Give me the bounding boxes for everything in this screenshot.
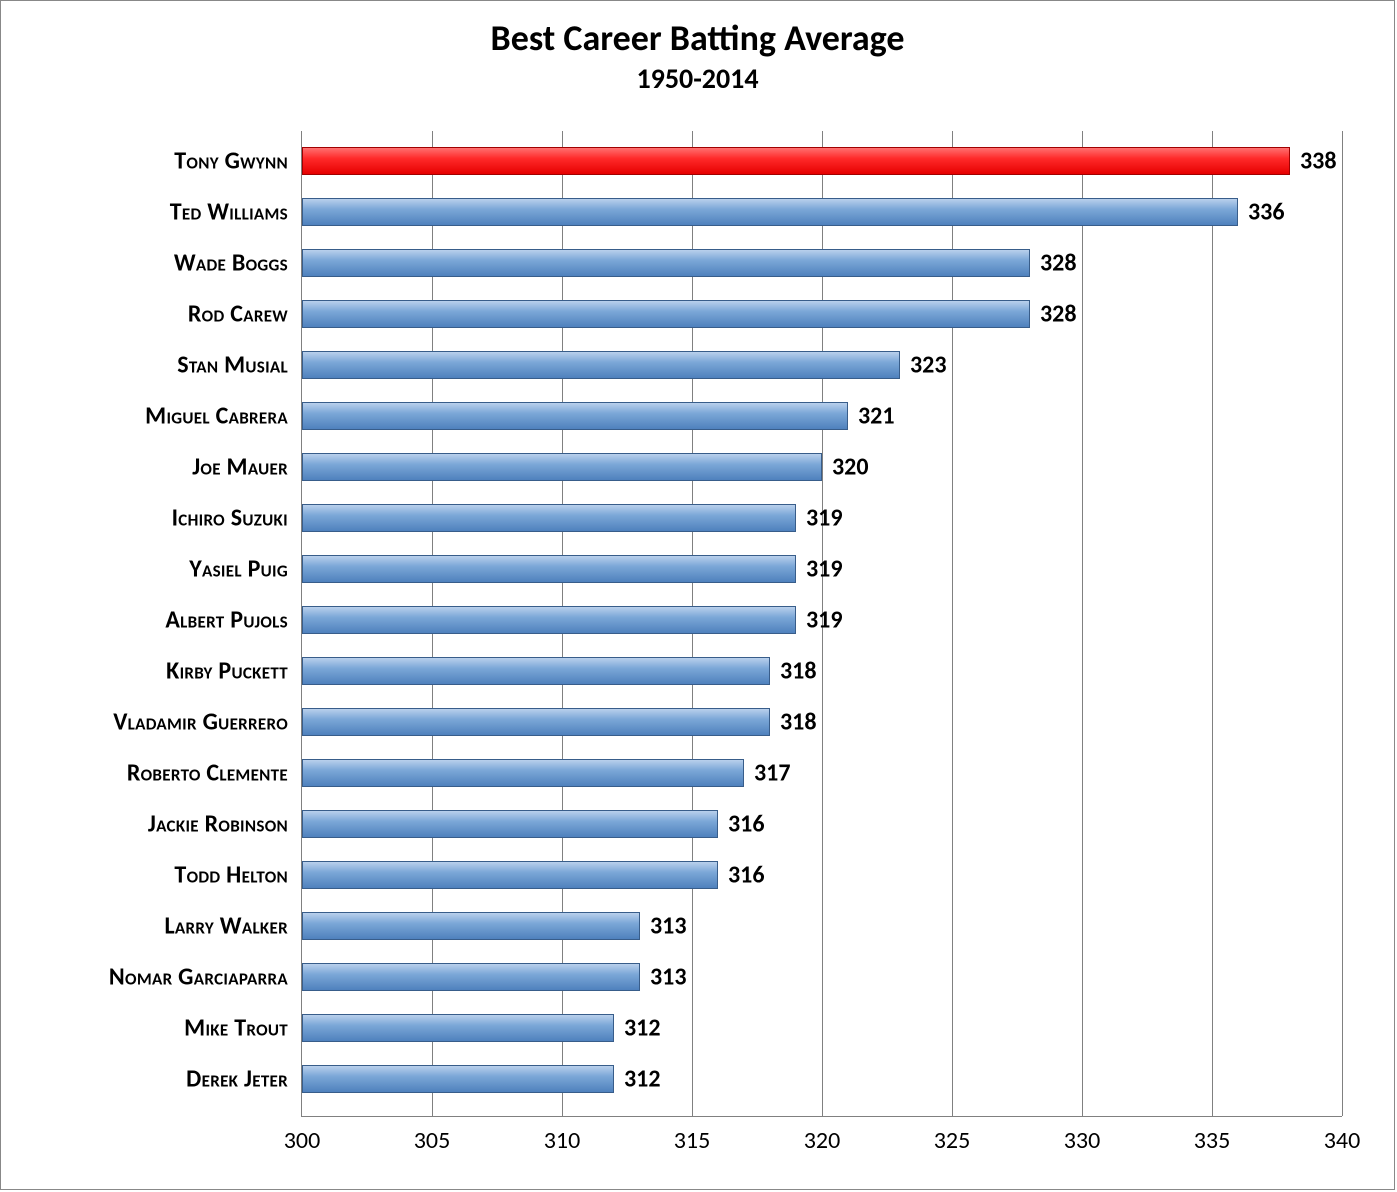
bar-row: Joe Mauer320 [302,445,1342,489]
player-label: Ted Williams [170,198,302,227]
bar [302,453,822,481]
plot-area: 300305310315320325330335340Tony Gwynn338… [301,131,1342,1117]
player-label: Joe Mauer [192,453,302,482]
bar [302,555,796,583]
value-label: 319 [796,606,843,635]
value-label: 313 [640,912,687,941]
bar-row: Rod Carew328 [302,292,1342,336]
chart-title: Best Career Batting Average [1,19,1394,59]
title-block: Best Career Batting Average 1950-2014 [1,1,1394,96]
bar-row: Tony Gwynn338 [302,139,1342,183]
bar-row: Albert Pujols319 [302,598,1342,642]
bar [302,759,744,787]
player-label: Wade Boggs [174,249,302,278]
bar-row: Mike Trout312 [302,1006,1342,1050]
bar-row: Miguel Cabrera321 [302,394,1342,438]
value-label: 338 [1290,147,1337,176]
player-label: Yasiel Puig [189,555,302,584]
player-label: Stan Musial [177,351,302,380]
player-label: Jackie Robinson [148,810,302,839]
value-label: 312 [614,1065,661,1094]
bar-row: Kirby Puckett318 [302,649,1342,693]
value-label: 328 [1030,300,1077,329]
gridline [1342,131,1343,1116]
x-tick-label: 305 [414,1116,451,1155]
bar-row: Wade Boggs328 [302,241,1342,285]
player-label: Albert Pujols [165,606,302,635]
value-label: 319 [796,555,843,584]
bar-row: Roberto Clemente317 [302,751,1342,795]
value-label: 336 [1238,198,1285,227]
x-tick-label: 330 [1064,1116,1101,1155]
value-label: 323 [900,351,947,380]
bar [302,1065,614,1093]
value-label: 319 [796,504,843,533]
bar-row: Larry Walker313 [302,904,1342,948]
player-label: Rod Carew [188,300,302,329]
value-label: 318 [770,708,817,737]
bar [302,402,848,430]
player-label: Kirby Puckett [166,657,302,686]
value-label: 316 [718,810,765,839]
bar-row: Derek Jeter312 [302,1057,1342,1101]
x-tick-label: 320 [804,1116,841,1155]
player-label: Larry Walker [164,912,302,941]
bar [302,657,770,685]
x-tick-label: 340 [1324,1116,1361,1155]
value-label: 317 [744,759,791,788]
bar-row: Vladamir Guerrero318 [302,700,1342,744]
value-label: 328 [1030,249,1077,278]
bar [302,606,796,634]
bar-row: Stan Musial323 [302,343,1342,387]
bar [302,504,796,532]
x-tick-label: 325 [934,1116,971,1155]
player-label: Derek Jeter [186,1065,302,1094]
bar [302,963,640,991]
bar [302,351,900,379]
bar [302,861,718,889]
player-label: Vladamir Guerrero [113,708,302,737]
bar [302,708,770,736]
value-label: 321 [848,402,895,431]
player-label: Miguel Cabrera [145,402,302,431]
bar-highlight [302,147,1290,175]
x-tick-label: 310 [544,1116,581,1155]
bar [302,912,640,940]
bar-row: Yasiel Puig319 [302,547,1342,591]
bar [302,1014,614,1042]
bar-row: Ichiro Suzuki319 [302,496,1342,540]
player-label: Todd Helton [174,861,302,890]
x-tick-label: 315 [674,1116,711,1155]
chart-container: Best Career Batting Average 1950-2014 30… [0,0,1395,1190]
x-tick-label: 335 [1194,1116,1231,1155]
x-tick-label: 300 [284,1116,321,1155]
value-label: 313 [640,963,687,992]
bar [302,300,1030,328]
value-label: 312 [614,1014,661,1043]
bar-row: Ted Williams336 [302,190,1342,234]
bar [302,810,718,838]
bar-row: Nomar Garciaparra313 [302,955,1342,999]
player-label: Nomar Garciaparra [109,963,302,992]
player-label: Tony Gwynn [174,147,302,176]
player-label: Mike Trout [184,1014,302,1043]
player-label: Ichiro Suzuki [172,504,302,533]
bar-row: Jackie Robinson316 [302,802,1342,846]
value-label: 318 [770,657,817,686]
bar-row: Todd Helton316 [302,853,1342,897]
bar [302,249,1030,277]
player-label: Roberto Clemente [127,759,302,788]
value-label: 316 [718,861,765,890]
bar [302,198,1238,226]
value-label: 320 [822,453,869,482]
chart-subtitle: 1950-2014 [1,61,1394,96]
